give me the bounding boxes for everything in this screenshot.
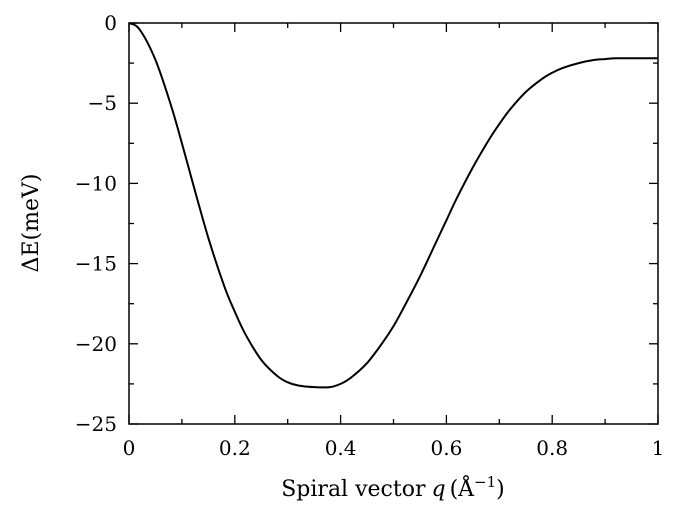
- y-tick-label: −15: [75, 252, 117, 276]
- y-tick-label: −10: [75, 171, 117, 195]
- plot-frame: [128, 22, 659, 425]
- x-tick-label: 0: [123, 436, 136, 460]
- x-tick-label: 0.4: [325, 436, 357, 460]
- x-tick-label: 0.6: [430, 436, 462, 460]
- x-axis-label: Spiral vector q (Å−1): [281, 473, 505, 502]
- energy-curve: [128, 22, 658, 389]
- x-axis-label-unit-open: (: [450, 477, 459, 502]
- x-axis-label-unit-base: Å: [457, 474, 475, 502]
- x-tick-label: 0.8: [536, 436, 568, 460]
- y-tick-label: −25: [75, 412, 117, 436]
- x-tick-label: 1: [652, 436, 665, 460]
- x-tick-label: 0.2: [219, 436, 251, 460]
- x-axis-label-unit-exp: −1: [474, 473, 496, 491]
- axis-ticks: [128, 22, 659, 425]
- y-tick-labels: 0 −5 −10 −15 −20 −25: [75, 11, 117, 436]
- y-tick-label: 0: [104, 11, 117, 35]
- y-axis-label: ΔE(meV): [19, 174, 44, 273]
- y-tick-label: −20: [75, 332, 117, 356]
- y-tick-label: −5: [88, 91, 117, 115]
- x-axis-label-text: Spiral vector: [281, 477, 426, 502]
- x-axis-label-unit-close: ): [496, 477, 505, 502]
- x-axis-label-symbol: q: [431, 477, 445, 502]
- x-tick-labels: 0 0.2 0.4 0.6 0.8 1: [123, 436, 665, 460]
